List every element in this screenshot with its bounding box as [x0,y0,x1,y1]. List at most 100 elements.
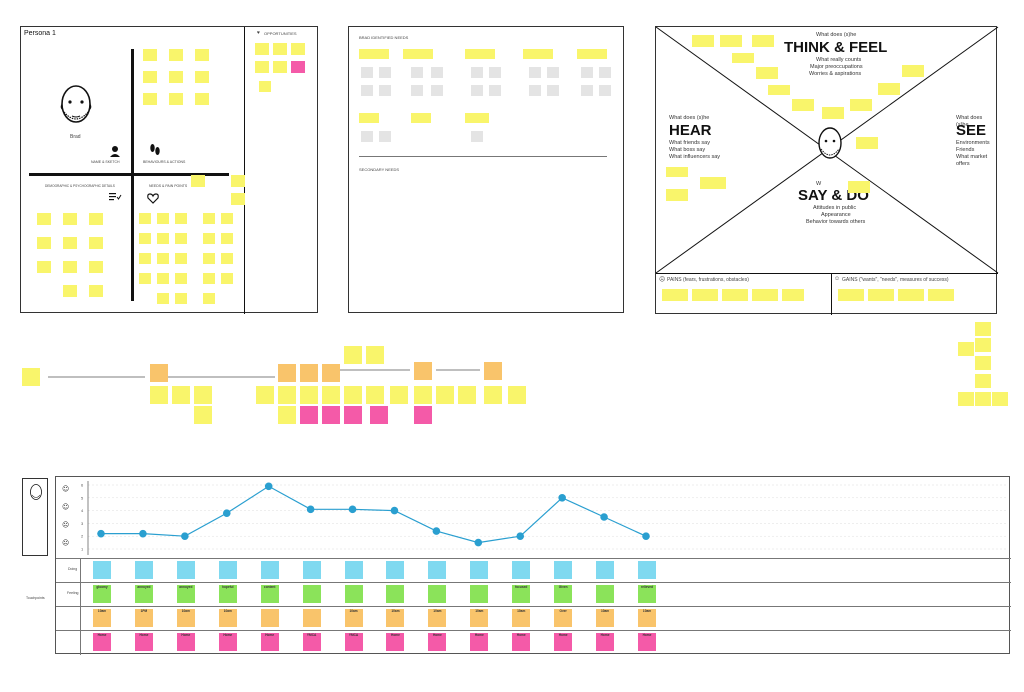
sticky-note [529,85,541,96]
sticky-note [599,85,611,96]
sticky-note [139,213,151,224]
sticky-note [975,392,991,406]
sticky-note [992,392,1008,406]
feeling-card: gloomy [93,585,111,603]
sticky-note [37,261,51,273]
sticky-note [465,49,495,59]
feeling-card: relieved [638,585,656,603]
sticky-note [523,49,553,59]
sticky-note [195,71,209,83]
sticky-note [379,85,391,96]
journey-row-divider [56,630,1011,631]
hear-item-2: What boss say [669,147,706,153]
sticky-note [194,386,212,404]
place-card: Home [428,633,447,651]
sticky-note [37,213,51,225]
emotion-line-chart: 1 2 3 4 5 6 ☺ ☺ ☹ ☹ [62,481,1006,555]
sticky-note [768,85,790,95]
emotion-face-icon: ☹ [62,539,69,547]
time-card: 10am [344,609,363,627]
sticky-note [756,67,778,79]
emotion-data-point [264,482,273,491]
sticky-note [273,61,287,73]
journey-col-divider [80,558,81,655]
place-card: Home [638,633,656,651]
emotion-data-point [474,538,483,547]
doing-card [134,561,153,579]
sticky-note [850,99,872,111]
sticky-note [484,386,502,404]
sticky-note [975,356,991,370]
journey-row-divider [56,558,1011,559]
see-prompt: What does (s)he [956,115,983,128]
sticky-note [175,253,187,264]
say-prompt: W [816,181,822,187]
emotion-face-icon: ☺ [62,485,69,493]
journey-row-divider [56,606,1011,607]
sticky-note [344,386,362,404]
sticky-note [414,406,432,424]
sticky-note [666,189,688,201]
feeling-card: content [260,585,279,603]
sticky-note [975,374,991,388]
row-label-feeling: Feeling [67,591,79,595]
sticky-note [175,273,187,284]
place-card: Home [470,633,489,651]
sticky-note [436,386,454,404]
time-card: 10am [386,609,405,627]
chart-ytick-label: 3 [81,521,84,526]
see-title: SEE [956,122,987,139]
sticky-note [278,386,296,404]
sticky-note [37,237,51,249]
sticky-note [366,346,384,364]
doing-card [218,561,237,579]
see-item-3: What market offers [956,154,988,167]
think-item-1: What really counts [816,57,862,63]
sticky-note [221,233,233,244]
quadrant-label-needs: NEEDS & PAIN POINTS [149,184,188,188]
sticky-note [221,273,233,284]
sticky-note [370,406,388,424]
emotion-data-point [390,506,399,515]
sticky-note [465,113,489,123]
doing-card [302,561,321,579]
sticky-note [300,386,318,404]
footsteps-icon [150,144,160,155]
sticky-note [322,406,340,424]
sticky-note [63,237,77,249]
emotion-data-point [181,532,189,540]
sticky-note [203,253,215,264]
sticky-note [958,392,974,406]
sticky-note [792,99,814,111]
sticky-note [194,406,212,424]
feeling-card: Given [554,585,573,603]
sticky-note [89,237,103,249]
heart-icon [147,193,159,204]
sticky-note [581,85,593,96]
say-item-2: Appearance [821,212,851,218]
see-item-1: Environments [956,140,990,146]
sticky-note [692,35,714,47]
sticky-note [195,49,209,61]
sticky-note [300,364,318,382]
sticky-note [150,386,168,404]
secondary-needs-title: SECONDARY NEEDS [359,167,400,172]
sticky-note [195,93,209,105]
emotion-data-point [306,505,315,514]
empathy-face-icon [818,127,842,159]
sticky-note [752,289,778,301]
sticky-note [411,67,423,78]
hear-prompt: What does (s)he [669,115,710,121]
sticky-note [359,49,389,59]
doing-card [386,561,405,579]
sticky-note [221,253,233,264]
journey-map: Doing Feeling 1 2 3 4 5 6 ☺ ☺ ☹ ☹ gloomy 10am Home a… [55,476,1011,655]
emotion-data-point [516,532,525,540]
feeling-card: hopeful [218,585,237,603]
sticky-note [300,406,318,424]
chart-ytick-label: 4 [81,508,84,513]
doing-card [344,561,363,579]
emotion-data-point [348,505,357,514]
opportunities-label: OPPORTUNITIES [264,31,297,36]
sticky-note [666,167,688,177]
